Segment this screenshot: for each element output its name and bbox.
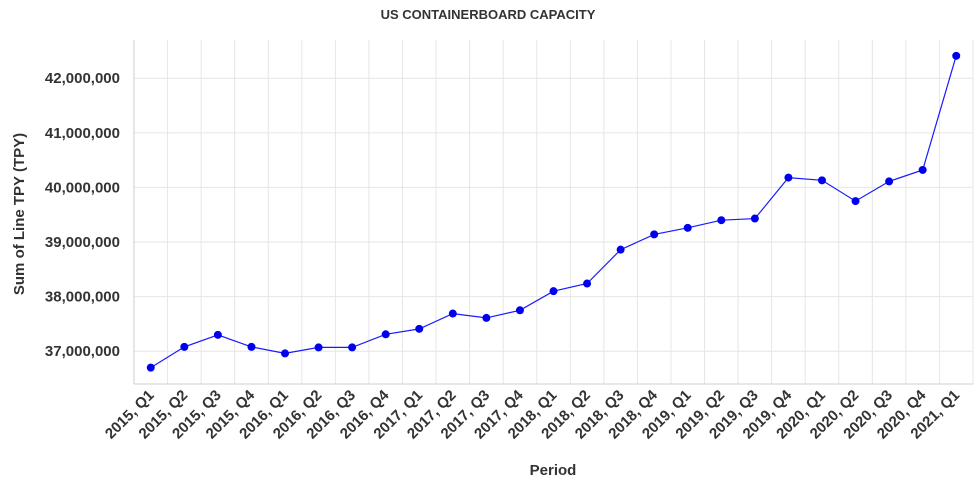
data-point[interactable]	[650, 230, 659, 239]
chart-title: US CONTAINERBOARD CAPACITY	[381, 7, 596, 22]
y-tick-label: 41,000,000	[45, 125, 120, 142]
data-point[interactable]	[146, 363, 155, 372]
data-point[interactable]	[885, 177, 894, 186]
y-tick-label: 39,000,000	[45, 234, 120, 251]
y-axis-ticks: 37,000,000 38,000,000 39,000,000 40,000,000…	[45, 70, 120, 360]
y-tick-label: 40,000,000	[45, 179, 120, 196]
data-point[interactable]	[683, 223, 692, 232]
data-point[interactable]	[381, 330, 390, 339]
data-point[interactable]	[213, 330, 222, 339]
y-tick-label: 42,000,000	[45, 70, 120, 87]
data-point[interactable]	[448, 309, 457, 318]
data-point[interactable]	[817, 176, 826, 185]
data-point[interactable]	[784, 173, 793, 182]
data-point[interactable]	[851, 197, 860, 206]
data-point[interactable]	[314, 343, 323, 352]
data-point[interactable]	[281, 349, 290, 358]
y-tick-label: 37,000,000	[45, 343, 120, 360]
data-point[interactable]	[717, 216, 726, 225]
data-point[interactable]	[952, 51, 961, 60]
data-point[interactable]	[247, 342, 256, 351]
data-point[interactable]	[348, 343, 357, 352]
y-tick-label: 38,000,000	[45, 289, 120, 306]
data-point[interactable]	[515, 306, 524, 315]
data-point[interactable]	[583, 279, 592, 288]
data-point[interactable]	[549, 287, 558, 296]
data-point[interactable]	[918, 165, 927, 174]
grid	[134, 40, 974, 384]
data-point[interactable]	[482, 313, 491, 322]
series	[146, 51, 961, 372]
data-point[interactable]	[616, 245, 625, 254]
series-line	[150, 55, 957, 369]
data-point[interactable]	[180, 342, 189, 351]
data-point[interactable]	[415, 324, 424, 333]
y-axis-title: Sum of Line TPY (TPY)	[11, 133, 28, 295]
data-point[interactable]	[750, 214, 759, 223]
axes	[133, 40, 973, 385]
x-axis-title: Period	[530, 462, 577, 479]
